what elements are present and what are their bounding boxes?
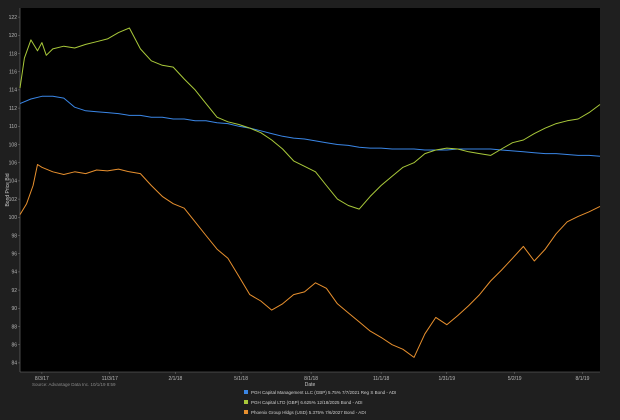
y-tick-label: 106 bbox=[9, 161, 18, 167]
legend-label-1: PGH Capital Management LLC (GBP) 5.75% 7… bbox=[251, 390, 396, 395]
y-tick-label: 112 bbox=[9, 106, 17, 112]
legend-swatch-1 bbox=[244, 390, 248, 394]
x-tick-label: 8/1/18 bbox=[304, 376, 318, 382]
y-tick-label: 88 bbox=[11, 324, 17, 330]
axes bbox=[19, 8, 600, 373]
plot-area bbox=[20, 8, 600, 372]
x-ticks: 8/3/17 11/3/17 2/1/18 5/1/18 8/1/18 11/1/18 1/… bbox=[35, 372, 590, 382]
series-line-3 bbox=[19, 164, 601, 358]
x-axis-title: Date bbox=[305, 382, 316, 388]
legend-label-2: PGH Capital LTD (GBP) 6.625% 12/18/2025 … bbox=[251, 400, 362, 405]
y-tick-label: 118 bbox=[9, 51, 17, 57]
y-tick-label: 86 bbox=[11, 343, 17, 349]
x-tick-label: 11/3/17 bbox=[102, 376, 119, 382]
y-tick-label: 98 bbox=[11, 233, 17, 239]
x-tick-label: 5/1/18 bbox=[234, 376, 248, 382]
y-tick-label: 110 bbox=[9, 124, 17, 130]
y-tick-label: 100 bbox=[9, 215, 18, 221]
y-tick-label: 84 bbox=[11, 361, 17, 367]
y-tick-label: 122 bbox=[9, 15, 18, 21]
legend-swatch-3 bbox=[244, 410, 248, 414]
y-tick-label: 90 bbox=[11, 306, 17, 312]
legend-swatch-2 bbox=[244, 400, 248, 404]
y-axis-title: Bond Price Bid bbox=[5, 173, 11, 206]
series-line-1 bbox=[19, 95, 601, 157]
x-tick-label: 1/31/19 bbox=[438, 376, 455, 382]
y-tick-label: 92 bbox=[11, 288, 17, 294]
legend-label-3: Phoenix Group Hldgs (USD) 5.375% 7/6/202… bbox=[251, 410, 366, 415]
y-tick-label: 104 bbox=[9, 179, 18, 185]
y-tick-label: 108 bbox=[9, 142, 18, 148]
y-ticks: 84 86 88 90 92 94 96 98 100 102 104 106 108 110 112 114… bbox=[9, 15, 20, 367]
legend: PGH Capital Management LLC (GBP) 5.75% 7… bbox=[244, 390, 396, 415]
series-line-2 bbox=[19, 27, 601, 210]
series-lines bbox=[19, 27, 601, 358]
y-tick-label: 94 bbox=[11, 270, 17, 276]
x-tick-label: 5/2/19 bbox=[508, 376, 522, 382]
source-note: Source: Advantage Data Inc. 10/1/19 8:59 bbox=[32, 382, 116, 387]
y-tick-label: 114 bbox=[9, 88, 17, 94]
y-tick-label: 120 bbox=[9, 33, 18, 39]
y-tick-label: 96 bbox=[11, 252, 17, 258]
x-tick-label: 11/1/18 bbox=[373, 376, 390, 382]
x-tick-label: 8/3/17 bbox=[35, 376, 49, 382]
y-tick-label: 116 bbox=[9, 70, 17, 76]
y-tick-label: 102 bbox=[9, 197, 18, 203]
x-tick-label: 2/1/18 bbox=[168, 376, 182, 382]
x-tick-label: 8/1/19 bbox=[576, 376, 590, 382]
